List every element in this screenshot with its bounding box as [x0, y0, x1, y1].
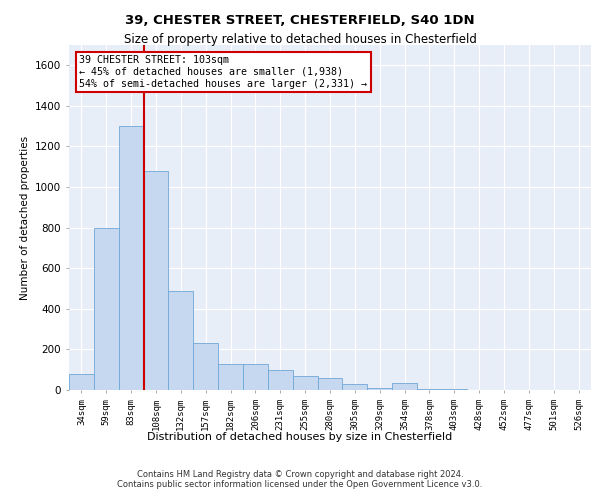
Bar	[193, 344, 218, 390]
Text: Size of property relative to detached houses in Chesterfield: Size of property relative to detached ho…	[124, 32, 476, 46]
Bar	[367, 388, 392, 390]
Bar	[69, 374, 94, 390]
Bar	[169, 290, 193, 390]
Bar	[119, 126, 143, 390]
Bar	[392, 383, 417, 390]
Bar	[243, 364, 268, 390]
Bar	[317, 378, 343, 390]
Y-axis label: Number of detached properties: Number of detached properties	[20, 136, 29, 300]
Text: Contains HM Land Registry data © Crown copyright and database right 2024.
Contai: Contains HM Land Registry data © Crown c…	[118, 470, 482, 489]
Bar	[293, 376, 317, 390]
Bar	[343, 384, 367, 390]
Bar	[417, 389, 442, 390]
Text: 39, CHESTER STREET, CHESTERFIELD, S40 1DN: 39, CHESTER STREET, CHESTERFIELD, S40 1D…	[125, 14, 475, 27]
Text: Distribution of detached houses by size in Chesterfield: Distribution of detached houses by size …	[148, 432, 452, 442]
Text: 39 CHESTER STREET: 103sqm
← 45% of detached houses are smaller (1,938)
54% of se: 39 CHESTER STREET: 103sqm ← 45% of detac…	[79, 56, 367, 88]
Bar	[268, 370, 293, 390]
Bar	[218, 364, 243, 390]
Bar	[442, 389, 467, 390]
Bar	[143, 171, 169, 390]
Bar	[94, 228, 119, 390]
